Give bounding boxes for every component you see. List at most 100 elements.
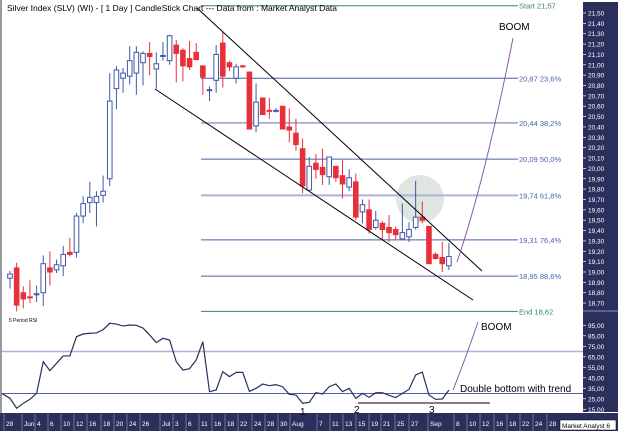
y-tick-label: 19,70 [588, 197, 605, 204]
candle-down [366, 209, 372, 231]
fib-level-label: 20,44 38,2% [519, 119, 561, 128]
x-tick-label: 20 [116, 421, 124, 428]
rsi-y-tick-label: 45,00 [588, 375, 605, 382]
candle-up [33, 293, 40, 296]
y-tick-label: 19,50 [588, 218, 605, 225]
left-border [0, 0, 2, 431]
x-tick-label: 28 [267, 421, 275, 428]
candle-up [133, 51, 140, 74]
y-tick-label: 21,40 [588, 21, 605, 28]
candle-down [386, 226, 392, 234]
y-tick-label: 19,60 [588, 207, 605, 214]
candle-up [213, 53, 219, 81]
x-tick-label: 18 [509, 421, 517, 428]
candle-up [60, 253, 67, 267]
candle-up [206, 89, 213, 92]
x-tick-label: 19 [371, 421, 379, 428]
x-tick-label: 15 [358, 421, 366, 428]
candle-down [266, 109, 273, 112]
rsi-boom-annotation: BOOM [481, 322, 512, 333]
candle-down [13, 267, 20, 306]
rsi-label: 5 Period RSI [9, 318, 37, 324]
x-tick-label: 11 [201, 421, 208, 428]
candle-up [306, 165, 313, 191]
y-tick-label: 21,50 [588, 11, 605, 18]
x-tick-label: 12 [482, 421, 490, 428]
y-tick-label: 20,30 [588, 135, 605, 142]
x-tick-label: 24 [535, 421, 543, 428]
candle-down [319, 166, 326, 176]
y-tick-label: 20,70 [588, 93, 605, 100]
candle-up [87, 196, 93, 204]
fib-level-label: Start 21,57 [519, 2, 556, 11]
y-tick-label: 19,20 [588, 249, 605, 256]
candle-up [326, 156, 332, 178]
x-tick-label: Jul [162, 421, 171, 428]
candle-down [339, 175, 346, 185]
x-tick-label: 4 [37, 421, 41, 428]
x-tick-label: 28 [6, 421, 14, 428]
x-tick-label: Jun [24, 421, 35, 428]
x-tick-label: Sep [430, 421, 442, 428]
fib-level-label: End 18,62 [519, 307, 553, 316]
y-tick-label: 20,10 [588, 156, 605, 163]
candle-down [246, 71, 253, 130]
y-axis-panel [583, 2, 618, 412]
price-panel: Start 21,57 20,87 23,6% 20,44 38,2% 20,09 5… [7, 2, 605, 316]
x-tick-label: 18 [227, 421, 235, 428]
candle-up [93, 195, 100, 204]
candle-up [359, 204, 366, 213]
candle-up [113, 69, 120, 90]
candle-down [239, 65, 246, 68]
y-tick-label: 21,20 [588, 42, 605, 49]
rsi-y-tick-label: 35,00 [588, 386, 605, 393]
candle-down [173, 44, 180, 54]
candle-up [166, 35, 173, 62]
candle-up [80, 203, 86, 217]
candle-up [412, 216, 419, 228]
candle-down [333, 165, 339, 179]
y-tick-label: 21,00 [588, 62, 605, 69]
x-tick-label: 11 [332, 421, 339, 428]
candle-down [226, 62, 233, 68]
candle-up [153, 63, 160, 70]
x-tick-label: 3 [175, 421, 179, 428]
highlight-circle [396, 175, 444, 223]
x-tick-label: 10 [63, 421, 71, 428]
y-tick-label: 20,50 [588, 114, 605, 121]
candle-down [200, 65, 206, 78]
candle-up [372, 219, 379, 228]
x-tick-label: 25 [397, 421, 405, 428]
candle-up [346, 177, 352, 188]
candle-up [7, 273, 13, 279]
fib-level-label: 19,31 76,4% [519, 236, 561, 245]
x-tick-label: 21 [383, 421, 391, 428]
fib-level-label: 20,87 23,6% [519, 74, 561, 83]
watermark-box [559, 419, 617, 431]
candle-up [273, 109, 279, 112]
rsi-y-tick-label: 85,00 [588, 333, 605, 340]
x-tick-label: 8 [456, 421, 460, 428]
candle-down [313, 162, 319, 170]
rsi-panel: 95,00 85,00 75,00 65,00 55,00 45,00 35,00 25,00… [1, 321, 605, 414]
candle-up [399, 232, 406, 240]
rsi-y-tick-label: 95,00 [588, 323, 605, 330]
x-tick-label: 30 [280, 421, 288, 428]
candle-up [126, 60, 133, 77]
candle-down [20, 292, 27, 300]
x-tick-label: 27 [411, 421, 419, 428]
candle-down [286, 126, 293, 131]
candle-down [220, 42, 226, 77]
y-tick-label: 20,00 [588, 166, 605, 173]
fib-level-label: 18,95 88,6% [519, 272, 561, 281]
candle-up [160, 54, 166, 57]
projection-line [456, 37, 514, 263]
y-tick-label: 20,40 [588, 124, 605, 131]
candle-down [193, 51, 199, 61]
candle-down [439, 256, 446, 265]
candle-down [146, 52, 153, 58]
watermark: Market Analyst 6 [562, 423, 610, 430]
fib-level-label: 19,74 61,8% [519, 191, 561, 200]
